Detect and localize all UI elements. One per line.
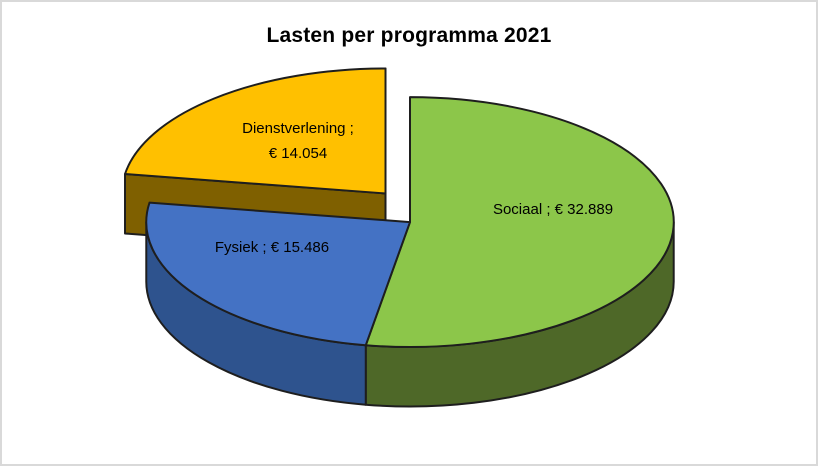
pie-slice-fysiek[interactable] [145,201,411,347]
pie-slice-dienstverlening[interactable] [124,67,387,195]
chart-title: Lasten per programma 2021 [266,24,552,47]
pie-slice-sociaal[interactable] [364,96,675,348]
